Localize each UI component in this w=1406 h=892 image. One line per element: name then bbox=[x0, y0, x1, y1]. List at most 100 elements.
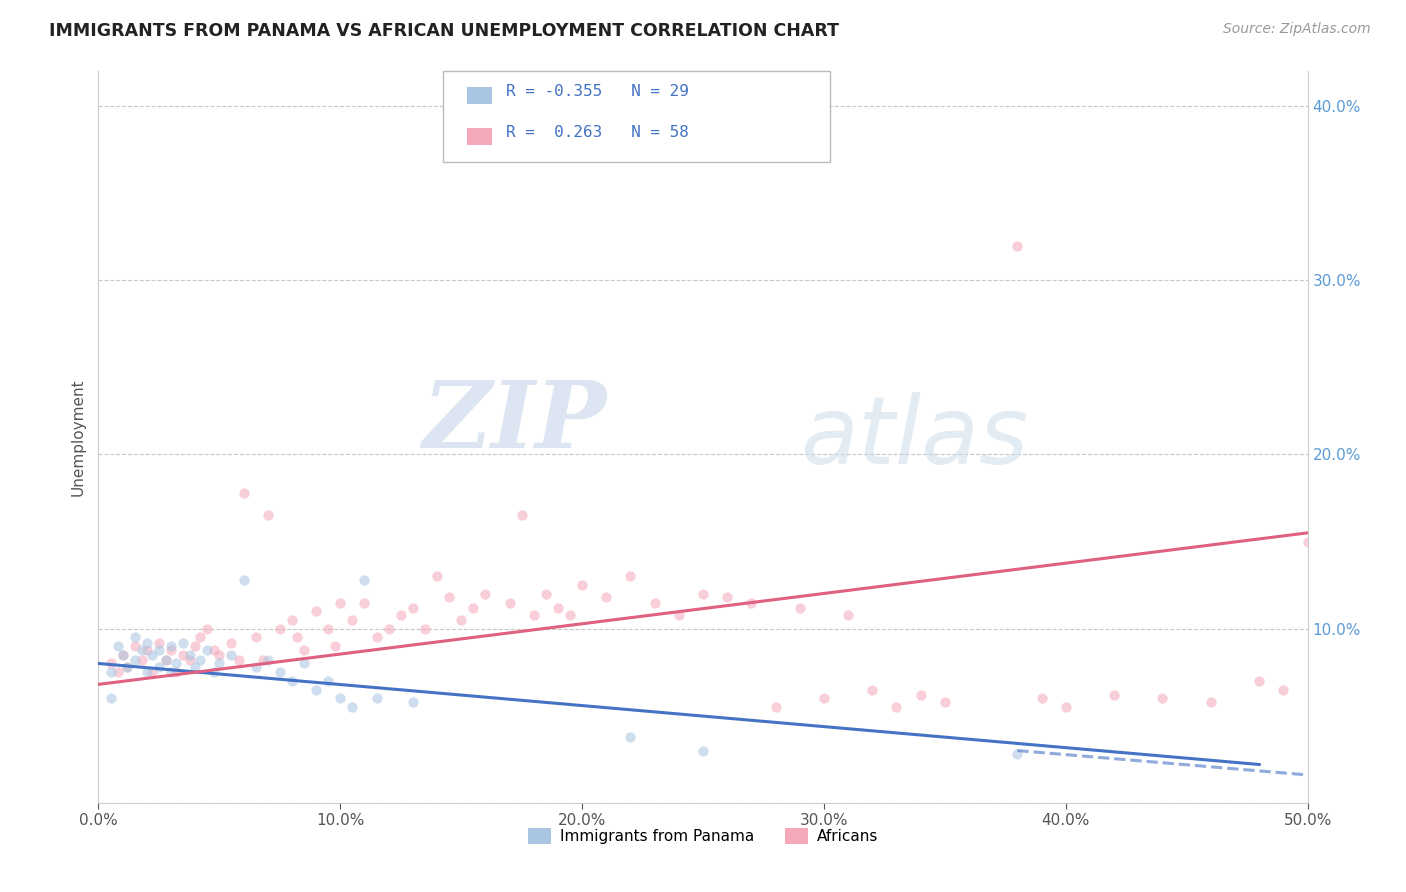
Point bbox=[558, 607, 581, 622]
Point bbox=[534, 587, 557, 601]
Point bbox=[195, 642, 218, 657]
Point bbox=[342, 613, 364, 627]
Point bbox=[100, 665, 122, 680]
Point bbox=[204, 665, 226, 680]
Point bbox=[366, 631, 388, 645]
Point bbox=[221, 635, 243, 649]
Point bbox=[644, 595, 666, 609]
Point bbox=[100, 657, 122, 671]
Point bbox=[934, 695, 956, 709]
Point bbox=[595, 591, 617, 605]
Point bbox=[353, 573, 375, 587]
Point bbox=[204, 642, 226, 657]
Point bbox=[886, 700, 908, 714]
Point bbox=[498, 595, 520, 609]
Point bbox=[668, 607, 690, 622]
Point bbox=[692, 743, 714, 757]
Point bbox=[402, 600, 425, 615]
Point bbox=[1272, 682, 1295, 697]
Point bbox=[292, 657, 315, 671]
Point bbox=[124, 631, 146, 645]
Point bbox=[523, 607, 546, 622]
Point bbox=[1031, 691, 1053, 706]
Point bbox=[107, 639, 129, 653]
Point bbox=[141, 665, 163, 680]
Text: IMMIGRANTS FROM PANAMA VS AFRICAN UNEMPLOYMENT CORRELATION CHART: IMMIGRANTS FROM PANAMA VS AFRICAN UNEMPL… bbox=[49, 22, 839, 40]
Point bbox=[188, 631, 211, 645]
Point bbox=[402, 695, 425, 709]
Point bbox=[148, 660, 170, 674]
Point bbox=[160, 639, 183, 653]
Point bbox=[305, 682, 328, 697]
Point bbox=[281, 673, 304, 688]
Point bbox=[316, 673, 339, 688]
Point bbox=[165, 657, 187, 671]
Point bbox=[117, 660, 139, 674]
Point bbox=[281, 613, 304, 627]
Point bbox=[789, 600, 811, 615]
Point bbox=[547, 600, 569, 615]
Point bbox=[135, 635, 157, 649]
Point bbox=[160, 665, 183, 680]
Point bbox=[252, 653, 274, 667]
Point bbox=[510, 508, 533, 523]
Point bbox=[135, 642, 157, 657]
Point bbox=[342, 700, 364, 714]
Point bbox=[329, 595, 352, 609]
Text: R = -0.355   N = 29: R = -0.355 N = 29 bbox=[506, 85, 689, 99]
Point bbox=[1007, 747, 1029, 761]
Point bbox=[232, 573, 254, 587]
Point bbox=[366, 691, 388, 706]
Point bbox=[179, 653, 201, 667]
Point bbox=[172, 635, 194, 649]
Point bbox=[131, 642, 153, 657]
Point bbox=[208, 657, 231, 671]
Point bbox=[377, 622, 399, 636]
Point bbox=[184, 639, 207, 653]
Point bbox=[285, 631, 308, 645]
Point bbox=[245, 660, 267, 674]
Point bbox=[100, 691, 122, 706]
Text: atlas: atlas bbox=[800, 392, 1028, 483]
Point bbox=[131, 653, 153, 667]
Point bbox=[1054, 700, 1077, 714]
Point bbox=[1152, 691, 1174, 706]
Point bbox=[135, 665, 157, 680]
Point bbox=[221, 648, 243, 662]
Point bbox=[305, 604, 328, 618]
Point bbox=[1007, 238, 1029, 252]
Point bbox=[165, 665, 187, 680]
Point bbox=[188, 653, 211, 667]
Point bbox=[1199, 695, 1222, 709]
Point bbox=[437, 591, 460, 605]
Point bbox=[155, 653, 177, 667]
Point bbox=[124, 639, 146, 653]
Point bbox=[426, 569, 449, 583]
Point bbox=[329, 691, 352, 706]
Point bbox=[111, 648, 134, 662]
Point bbox=[232, 485, 254, 500]
Point bbox=[692, 587, 714, 601]
Point bbox=[571, 578, 593, 592]
Legend: Immigrants from Panama, Africans: Immigrants from Panama, Africans bbox=[522, 822, 884, 850]
Point bbox=[228, 653, 250, 667]
Point bbox=[269, 665, 291, 680]
Point bbox=[353, 595, 375, 609]
Text: R =  0.263   N = 58: R = 0.263 N = 58 bbox=[506, 126, 689, 140]
Point bbox=[716, 591, 738, 605]
Point bbox=[256, 653, 278, 667]
Point bbox=[474, 587, 496, 601]
Point bbox=[740, 595, 762, 609]
Point bbox=[245, 631, 267, 645]
Point bbox=[184, 660, 207, 674]
Point bbox=[813, 691, 835, 706]
Point bbox=[256, 508, 278, 523]
Point bbox=[124, 653, 146, 667]
Text: Source: ZipAtlas.com: Source: ZipAtlas.com bbox=[1223, 22, 1371, 37]
Point bbox=[148, 642, 170, 657]
Point bbox=[463, 600, 485, 615]
Point bbox=[195, 622, 218, 636]
Point bbox=[141, 648, 163, 662]
Point bbox=[910, 688, 932, 702]
Point bbox=[148, 635, 170, 649]
